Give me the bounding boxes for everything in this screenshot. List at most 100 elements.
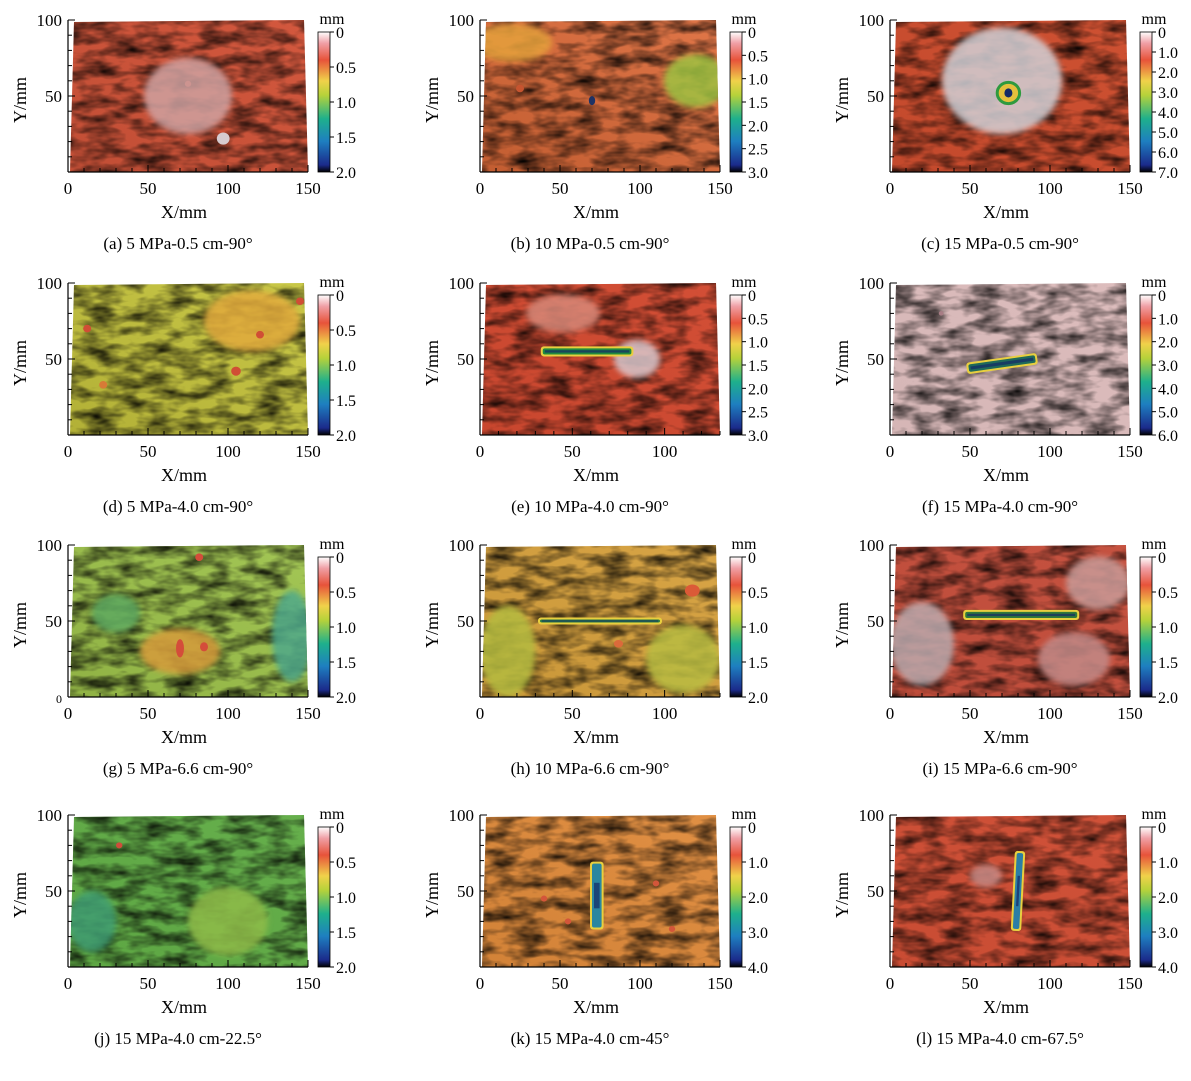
surface-patch xyxy=(482,605,536,697)
colorbar-tick-label: 1.5 xyxy=(748,655,768,672)
y-tick-label: 100 xyxy=(37,806,63,825)
x-tick-label: 0 xyxy=(476,704,485,723)
x-tick-label: 0 xyxy=(886,704,895,723)
colorbar-tick-label: 0.5 xyxy=(748,585,768,602)
y-tick-label: 100 xyxy=(37,536,63,555)
colorbar-unit: mm xyxy=(732,11,757,28)
y-axis-title: Y/mm xyxy=(422,77,442,123)
y-tick-label: 50 xyxy=(867,882,884,901)
panel-caption: (b) 10 MPa-0.5 cm-90° xyxy=(511,234,670,253)
colorbar-tick-label: 2.0 xyxy=(1158,890,1178,907)
colorbar-tick-label: 0 xyxy=(748,25,756,42)
surface-features xyxy=(482,815,720,967)
slot-deep xyxy=(594,882,600,909)
surface-pit xyxy=(231,366,241,376)
colorbar-tick-label: 4.0 xyxy=(748,960,768,977)
surface-patch xyxy=(144,58,232,134)
x-axis-title: X/mm xyxy=(983,202,1029,222)
x-tick-label: 100 xyxy=(215,442,241,461)
y-axis-title: Y/mm xyxy=(832,77,852,123)
panel-g: 0 50 100 150100500X/mmY/mmmm00.51.01.52.0(g… xyxy=(10,536,356,778)
colorbar-tick-label: 5.0 xyxy=(1158,125,1178,142)
colorbar-tick-label: 0 xyxy=(748,288,756,305)
x-tick-label: 100 xyxy=(627,179,653,198)
y-axis-title: Y/mm xyxy=(422,872,442,918)
surface-pit xyxy=(668,925,676,933)
y-axis-title: Y/mm xyxy=(10,872,30,918)
colorbar-tick-label: 2.0 xyxy=(748,690,768,707)
panel-caption: (c) 15 MPa-0.5 cm-90° xyxy=(921,234,1079,253)
surface-pit xyxy=(652,880,660,887)
surface-patch xyxy=(1066,556,1130,610)
surface-pit xyxy=(176,639,184,658)
surface-features xyxy=(892,545,1130,697)
x-tick-label: 150 xyxy=(295,704,321,723)
x-tick-label: 50 xyxy=(962,704,979,723)
panel-caption: (d) 5 MPa-4.0 cm-90° xyxy=(103,497,253,516)
colorbar xyxy=(729,294,743,436)
y-axis-title: Y/mm xyxy=(10,340,30,386)
colorbar xyxy=(729,31,743,173)
colorbar xyxy=(317,556,331,698)
colorbar-unit: mm xyxy=(732,806,757,823)
surface-pit xyxy=(296,297,304,306)
panel-caption: (a) 5 MPa-0.5 cm-90° xyxy=(103,234,252,253)
colorbar-tick-label: 0.5 xyxy=(336,855,356,872)
slot-deep xyxy=(970,357,1034,370)
surface-patch xyxy=(272,590,308,682)
x-tick-label: 150 xyxy=(1117,704,1143,723)
surface-patch xyxy=(942,27,1062,134)
colorbar xyxy=(1139,294,1153,436)
x-tick-label: 150 xyxy=(1117,442,1143,461)
erosion-slot xyxy=(966,353,1038,374)
colorbar-tick-label: 6.0 xyxy=(1158,145,1178,162)
x-tick-label: 0 xyxy=(476,974,485,993)
surface-patch xyxy=(482,23,552,62)
colorbar-tick-label: 2.5 xyxy=(748,142,768,159)
panel-a: 0 50 100 15010050X/mmY/mmmm00.51.01.52.0(a)… xyxy=(10,11,356,253)
y-tick-label: 100 xyxy=(449,806,475,825)
panel-caption: (g) 5 MPa-6.6 cm-90° xyxy=(103,759,253,778)
colorbar-tick-label: 1.0 xyxy=(336,358,356,375)
surface-pit xyxy=(83,324,92,333)
colorbar-tick-label: 3.0 xyxy=(1158,358,1178,375)
surface-features xyxy=(70,815,308,967)
x-tick-label: 100 xyxy=(1037,179,1063,198)
colorbar-tick-label: 2.0 xyxy=(1158,690,1178,707)
surface-pit xyxy=(216,132,230,145)
colorbar-tick-label: 0.5 xyxy=(1158,585,1178,602)
panel-d: 0 50 100 15010050X/mmY/mmmm00.51.01.52.0(d)… xyxy=(10,274,356,516)
x-tick-label: 100 xyxy=(215,704,241,723)
y-tick-label: 0 xyxy=(56,692,62,706)
y-axis-title: Y/mm xyxy=(832,872,852,918)
surface-features xyxy=(482,20,720,172)
colorbar-tick-label: 1.0 xyxy=(748,72,768,89)
surface-features xyxy=(70,545,308,697)
x-tick-label: 100 xyxy=(652,442,678,461)
slot-deep xyxy=(542,620,658,622)
colorbar-tick-label: 3.0 xyxy=(1158,85,1178,102)
colorbar-tick-label: 1.0 xyxy=(748,855,768,872)
surface-features xyxy=(892,283,1130,435)
surface-pit xyxy=(684,584,700,597)
colorbar-tick-label: 0 xyxy=(748,820,756,837)
panel-b: 0 50 100 15010050X/mmY/mmmm00.51.01.52.02.5… xyxy=(422,11,768,253)
colorbar-tick-label: 2.0 xyxy=(336,165,356,182)
surface-pit xyxy=(200,642,208,652)
panel-i: 0 50 100 15010050X/mmY/mmmm00.51.01.52.0(i)… xyxy=(832,536,1178,778)
panel-f: 0 50 100 15010050X/mmY/mmmm01.02.03.04.05.0… xyxy=(832,274,1178,516)
y-tick-label: 50 xyxy=(45,350,62,369)
x-tick-label: 100 xyxy=(627,974,653,993)
colorbar-tick-label: 4.0 xyxy=(1158,381,1178,398)
colorbar-tick-label: 0 xyxy=(1158,25,1166,42)
surface-patch xyxy=(892,602,954,686)
slot-deep xyxy=(967,613,1076,617)
x-axis-title: X/mm xyxy=(573,997,619,1017)
x-axis-title: X/mm xyxy=(983,465,1029,485)
colorbar-tick-label: 2.0 xyxy=(336,690,356,707)
x-axis-title: X/mm xyxy=(573,465,619,485)
y-tick-label: 100 xyxy=(37,11,63,30)
colorbar-tick-label: 1.0 xyxy=(1158,45,1178,62)
surface-patch xyxy=(526,294,600,333)
